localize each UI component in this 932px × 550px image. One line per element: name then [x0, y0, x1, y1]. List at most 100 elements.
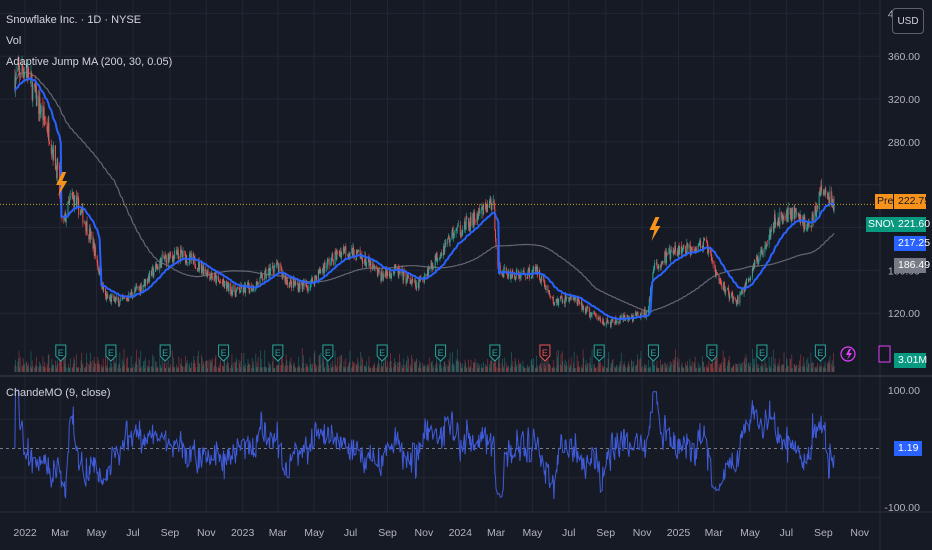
- volume-bar-847: [721, 362, 722, 372]
- volume-bar-726: [620, 360, 622, 372]
- candle-body-22: [32, 84, 34, 100]
- candle-body-79: [80, 209, 82, 211]
- candle-body-942: [800, 215, 802, 224]
- candle-248: [221, 279, 223, 287]
- volume-bar-107: [103, 366, 105, 372]
- candle-893: [760, 246, 762, 261]
- volume-bar-100: [97, 360, 99, 372]
- candle-92: [90, 230, 92, 240]
- candle-13: [25, 63, 27, 78]
- candle-body-431: [373, 267, 375, 269]
- candle-643: [551, 296, 553, 298]
- volume-bar-294: [260, 350, 261, 372]
- candle-body-478: [413, 280, 415, 282]
- candle-body-921: [782, 215, 784, 220]
- candle-body-808: [689, 245, 691, 249]
- volume-bar-404: [351, 361, 353, 372]
- ma-legend[interactable]: Adaptive Jump MA (200, 30, 0.05): [6, 56, 173, 68]
- volume-bar-26: [35, 356, 37, 372]
- volume-bar-848: [722, 350, 724, 372]
- volume-bar-871: [741, 363, 743, 372]
- volume-bar-178: [163, 364, 165, 372]
- candle-448: [388, 268, 390, 280]
- candle-body-168: [155, 264, 157, 272]
- candle-851: [724, 288, 726, 295]
- candle-body-700: [598, 317, 600, 319]
- candle-162: [149, 270, 151, 283]
- candle-271: [240, 281, 242, 293]
- candle-body-324: [285, 276, 287, 282]
- volume-bar-15: [27, 365, 28, 372]
- candle-43: [50, 139, 52, 160]
- candle-193: [175, 246, 177, 255]
- volume-bar-674: [577, 367, 579, 372]
- volume-bar-710: [607, 367, 608, 372]
- candle-309: [272, 262, 274, 274]
- volume-bar-45: [52, 364, 53, 372]
- volume-bar-214: [193, 356, 195, 372]
- volume-bar-524: [452, 351, 453, 372]
- volume-bar-804: [685, 365, 687, 372]
- candle-body-860: [732, 293, 734, 302]
- candle-body-376: [328, 259, 330, 261]
- last-price-badge: 221.60: [894, 217, 930, 232]
- candle-163: [150, 270, 152, 276]
- candle-body-42: [48, 141, 50, 144]
- earnings-marker-shape-5: [322, 344, 334, 362]
- candle-111: [106, 291, 108, 299]
- candle-body-212: [190, 254, 192, 261]
- candle-640: [548, 289, 550, 295]
- volume-bar-477: [412, 358, 413, 372]
- candle-body-352: [307, 287, 309, 291]
- candle-633: [543, 275, 545, 283]
- candle-body-865: [736, 302, 738, 304]
- vol-legend[interactable]: Vol: [6, 35, 22, 47]
- candle-body-531: [457, 225, 459, 227]
- volume-bar-858: [731, 367, 732, 372]
- candle-23: [34, 83, 36, 89]
- candle-295: [260, 270, 262, 279]
- candle-421: [365, 262, 367, 269]
- volume-bar-458: [397, 362, 399, 372]
- candle-body-975: [828, 196, 830, 199]
- candle-683: [584, 305, 586, 315]
- volume-bar-232: [207, 360, 209, 372]
- candle-960: [815, 210, 817, 219]
- candle-body-857: [729, 295, 731, 299]
- candle-218: [196, 267, 198, 273]
- candle-body-237: [211, 274, 213, 280]
- candle-body-918: [781, 212, 783, 219]
- candle-body-350: [306, 285, 308, 288]
- volume-bar-892: [758, 368, 760, 372]
- candle-588: [505, 266, 507, 271]
- volume-bar-949: [806, 367, 808, 372]
- candle-body-530: [456, 225, 458, 229]
- volume-bar-590: [506, 367, 508, 372]
- volume-bar-432: [374, 367, 376, 372]
- candle-body-778: [664, 252, 666, 263]
- candle-383: [334, 250, 336, 267]
- candle-767: [654, 260, 656, 271]
- candle-946: [803, 213, 805, 233]
- candle-body-595: [511, 275, 513, 276]
- volume-bar-314: [276, 365, 278, 372]
- candle-body-191: [173, 255, 175, 259]
- candle-body-268: [238, 286, 240, 290]
- long-ma-badge: 186.49: [894, 258, 930, 273]
- candle-body-149: [139, 286, 141, 289]
- volume-bar-317: [278, 358, 280, 372]
- candle-body-405: [352, 247, 354, 256]
- volume-bar-57: [61, 367, 63, 372]
- volume-bar-971: [824, 361, 826, 372]
- candle-body-622: [533, 266, 535, 271]
- volume-bar-19: [30, 351, 32, 372]
- currency-button[interactable]: USD: [892, 8, 924, 34]
- candle-body-222: [199, 261, 201, 269]
- candle-body-80: [81, 209, 83, 210]
- osc-legend[interactable]: ChandeMO (9, close): [6, 387, 111, 399]
- volume-bar-203: [184, 366, 186, 372]
- candle-body-462: [399, 270, 401, 274]
- volume-bar-370: [323, 358, 325, 372]
- symbol-title[interactable]: Snowflake Inc. · 1D · NYSE: [6, 14, 142, 26]
